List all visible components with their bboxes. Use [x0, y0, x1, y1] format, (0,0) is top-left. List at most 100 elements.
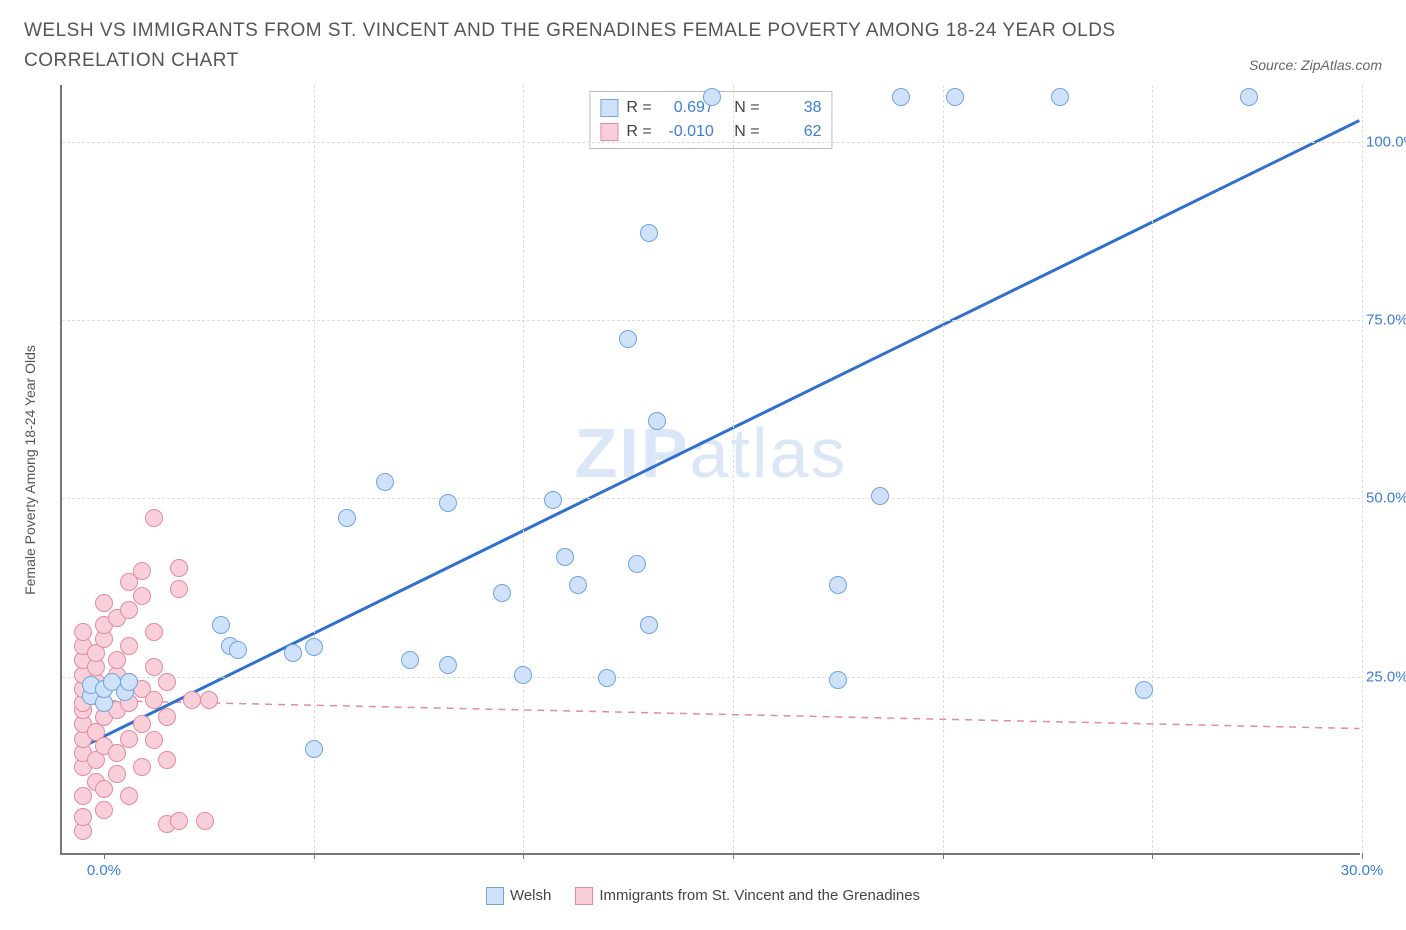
- gridline-h: [62, 142, 1360, 143]
- legend-swatch-welsh: [486, 887, 504, 905]
- gridline-v: [733, 85, 734, 853]
- trend-lines: [62, 85, 1360, 853]
- point-svg-immigrant: [108, 651, 126, 669]
- point-svg-immigrant: [74, 623, 92, 641]
- stats-row-svg: R = -0.010 N = 62: [600, 120, 821, 144]
- gridline-h: [62, 320, 1360, 321]
- point-svg-immigrant: [145, 509, 163, 527]
- chart-header: WELSH VS IMMIGRANTS FROM ST. VINCENT AND…: [24, 16, 1382, 77]
- point-welsh: [892, 88, 910, 106]
- point-welsh: [619, 330, 637, 348]
- legend: Welsh Immigrants from St. Vincent and th…: [24, 887, 1382, 905]
- point-welsh: [871, 487, 889, 505]
- point-svg-immigrant: [108, 765, 126, 783]
- gridline-h: [62, 677, 1360, 678]
- point-svg-immigrant: [120, 787, 138, 805]
- x-tick-mark: [523, 853, 524, 859]
- chart-container: Female Poverty Among 18-24 Year Olds ZIP…: [60, 85, 1382, 855]
- point-welsh: [212, 616, 230, 634]
- x-tick-mark: [104, 853, 105, 859]
- point-svg-immigrant: [145, 691, 163, 709]
- point-welsh: [569, 576, 587, 594]
- x-tick-label: 30.0%: [1341, 862, 1384, 879]
- gridline-v: [314, 85, 315, 853]
- point-svg-immigrant: [95, 801, 113, 819]
- watermark: ZIPatlas: [575, 413, 848, 493]
- point-svg-immigrant: [170, 580, 188, 598]
- point-welsh: [946, 88, 964, 106]
- legend-label-svg: Immigrants from St. Vincent and the Gren…: [599, 887, 920, 904]
- point-svg-immigrant: [170, 559, 188, 577]
- point-svg-immigrant: [74, 787, 92, 805]
- point-svg-immigrant: [145, 731, 163, 749]
- swatch-welsh: [600, 99, 618, 117]
- swatch-svg: [600, 123, 618, 141]
- point-welsh: [514, 666, 532, 684]
- point-svg-immigrant: [200, 691, 218, 709]
- y-tick-label: 50.0%: [1366, 490, 1406, 507]
- point-welsh: [493, 584, 511, 602]
- point-welsh: [628, 555, 646, 573]
- x-tick-mark: [1362, 853, 1363, 859]
- point-svg-immigrant: [120, 601, 138, 619]
- point-welsh: [376, 473, 394, 491]
- point-svg-immigrant: [133, 715, 151, 733]
- point-welsh: [1240, 88, 1258, 106]
- gridline-v: [943, 85, 944, 853]
- chart-title: WELSH VS IMMIGRANTS FROM ST. VINCENT AND…: [24, 16, 1124, 77]
- point-svg-immigrant: [158, 751, 176, 769]
- x-tick-mark: [314, 853, 315, 859]
- point-svg-immigrant: [158, 673, 176, 691]
- point-welsh: [1135, 681, 1153, 699]
- legend-label-welsh: Welsh: [510, 887, 551, 904]
- point-welsh: [640, 616, 658, 634]
- point-svg-immigrant: [133, 562, 151, 580]
- point-svg-immigrant: [120, 637, 138, 655]
- point-welsh: [829, 671, 847, 689]
- scatter-plot: ZIPatlas R = 0.697 N = 38 R = -0.010 N =…: [60, 85, 1360, 855]
- point-welsh: [338, 509, 356, 527]
- x-tick-label: 0.0%: [87, 862, 121, 879]
- point-welsh: [598, 669, 616, 687]
- point-svg-immigrant: [74, 808, 92, 826]
- point-svg-immigrant: [108, 744, 126, 762]
- gridline-v: [1152, 85, 1153, 853]
- legend-item-welsh: Welsh: [486, 887, 551, 905]
- point-welsh: [439, 494, 457, 512]
- y-tick-label: 75.0%: [1366, 312, 1406, 329]
- point-welsh: [1051, 88, 1069, 106]
- point-svg-immigrant: [95, 780, 113, 798]
- point-welsh: [648, 412, 666, 430]
- point-welsh: [439, 656, 457, 674]
- point-welsh: [229, 641, 247, 659]
- point-welsh: [640, 224, 658, 242]
- x-tick-mark: [733, 853, 734, 859]
- point-welsh: [703, 88, 721, 106]
- gridline-v: [523, 85, 524, 853]
- point-welsh: [120, 673, 138, 691]
- point-welsh: [829, 576, 847, 594]
- point-svg-immigrant: [120, 730, 138, 748]
- point-svg-immigrant: [145, 623, 163, 641]
- point-welsh: [401, 651, 419, 669]
- point-svg-immigrant: [133, 587, 151, 605]
- point-svg-immigrant: [133, 758, 151, 776]
- point-welsh: [305, 740, 323, 758]
- y-tick-label: 100.0%: [1366, 133, 1406, 150]
- y-axis-label: Female Poverty Among 18-24 Year Olds: [22, 345, 38, 595]
- point-welsh: [544, 491, 562, 509]
- gridline-h: [62, 498, 1360, 499]
- legend-swatch-svg: [575, 887, 593, 905]
- gridline-v: [1362, 85, 1363, 853]
- x-tick-mark: [943, 853, 944, 859]
- point-svg-immigrant: [170, 812, 188, 830]
- point-welsh: [284, 644, 302, 662]
- point-svg-immigrant: [196, 812, 214, 830]
- point-welsh: [305, 638, 323, 656]
- point-svg-immigrant: [158, 708, 176, 726]
- y-tick-label: 25.0%: [1366, 668, 1406, 685]
- point-welsh: [556, 548, 574, 566]
- source-label: Source: ZipAtlas.com: [1249, 57, 1382, 77]
- x-tick-mark: [1152, 853, 1153, 859]
- point-svg-immigrant: [183, 691, 201, 709]
